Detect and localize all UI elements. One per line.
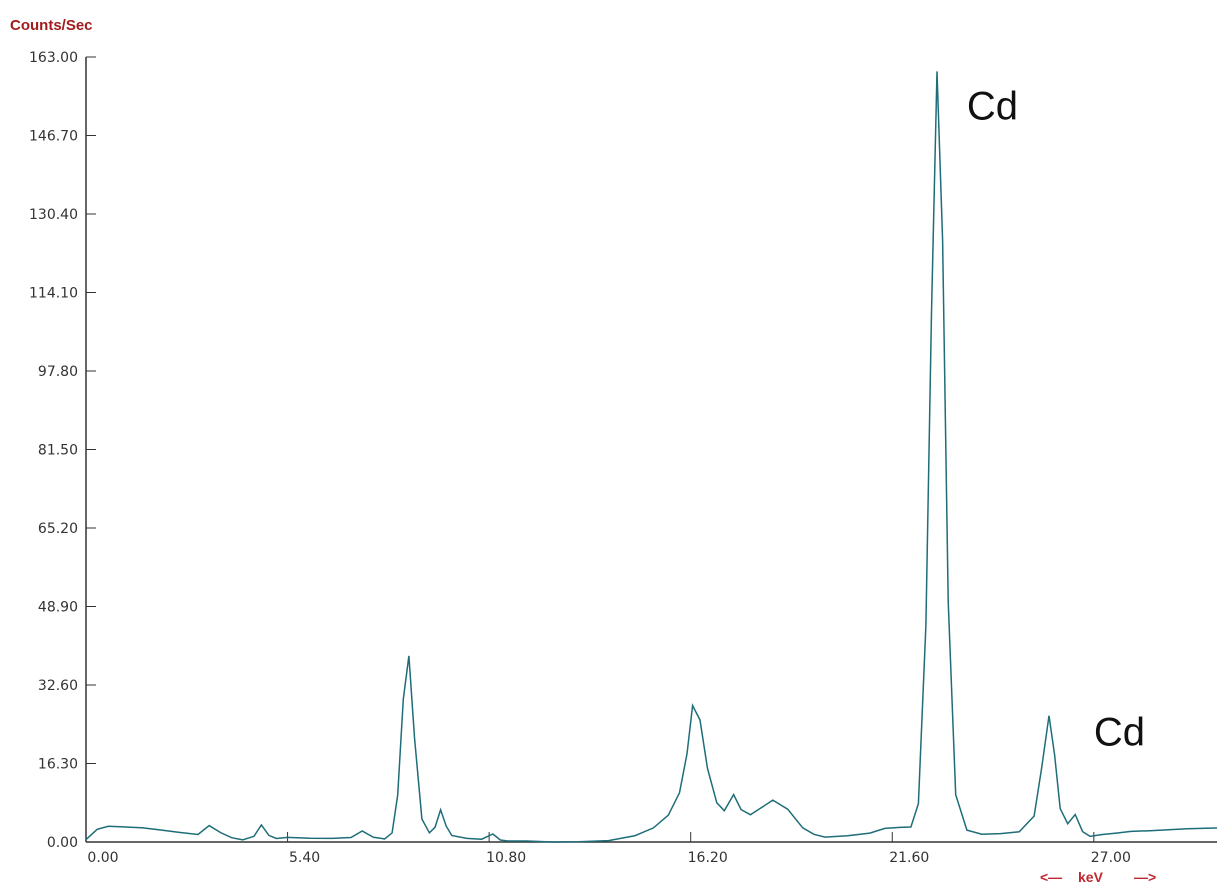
y-tick-label: 130.40 <box>29 207 78 223</box>
x-axis-unit: <— keV —> <box>1040 869 1156 885</box>
x-axis-unit-left-arrow: <— <box>1040 869 1062 885</box>
y-tick-label: 16.30 <box>38 757 78 773</box>
y-tick-label: 146.70 <box>29 129 78 145</box>
y-tick-label: 65.20 <box>38 521 78 537</box>
y-tick-label: 32.60 <box>38 678 78 694</box>
peak-label: Cd <box>1094 711 1145 755</box>
x-tick-label: 5.40 <box>289 850 320 866</box>
y-tick-label: 163.00 <box>29 50 78 66</box>
axes <box>85 56 1217 843</box>
y-tick-label: 97.80 <box>38 364 78 380</box>
x-tick-label: 21.60 <box>889 850 929 866</box>
y-tick-label: 81.50 <box>38 443 78 459</box>
peak-annotations: Cd Cd <box>967 85 1145 755</box>
x-axis-unit-right-arrow: —> <box>1134 869 1156 885</box>
x-tick-label: 27.00 <box>1091 850 1131 866</box>
y-tick-label: 114.10 <box>29 286 78 302</box>
peak-label: Cd <box>967 85 1018 129</box>
tick-labels: 0.00 16.30 32.60 48.90 65.20 81.50 97.80 114.10… <box>29 50 1131 866</box>
x-tick-label: 0.00 <box>87 850 118 866</box>
spectrum-line <box>85 71 1217 843</box>
y-tick-label: 0.00 <box>47 835 78 851</box>
y-axis-label: Counts/Sec <box>10 17 93 34</box>
x-axis-unit-label: keV <box>1078 869 1104 885</box>
x-tick-label: 16.20 <box>688 850 728 866</box>
y-tick-label: 48.90 <box>38 600 78 616</box>
x-tick-label: 10.80 <box>486 850 526 866</box>
